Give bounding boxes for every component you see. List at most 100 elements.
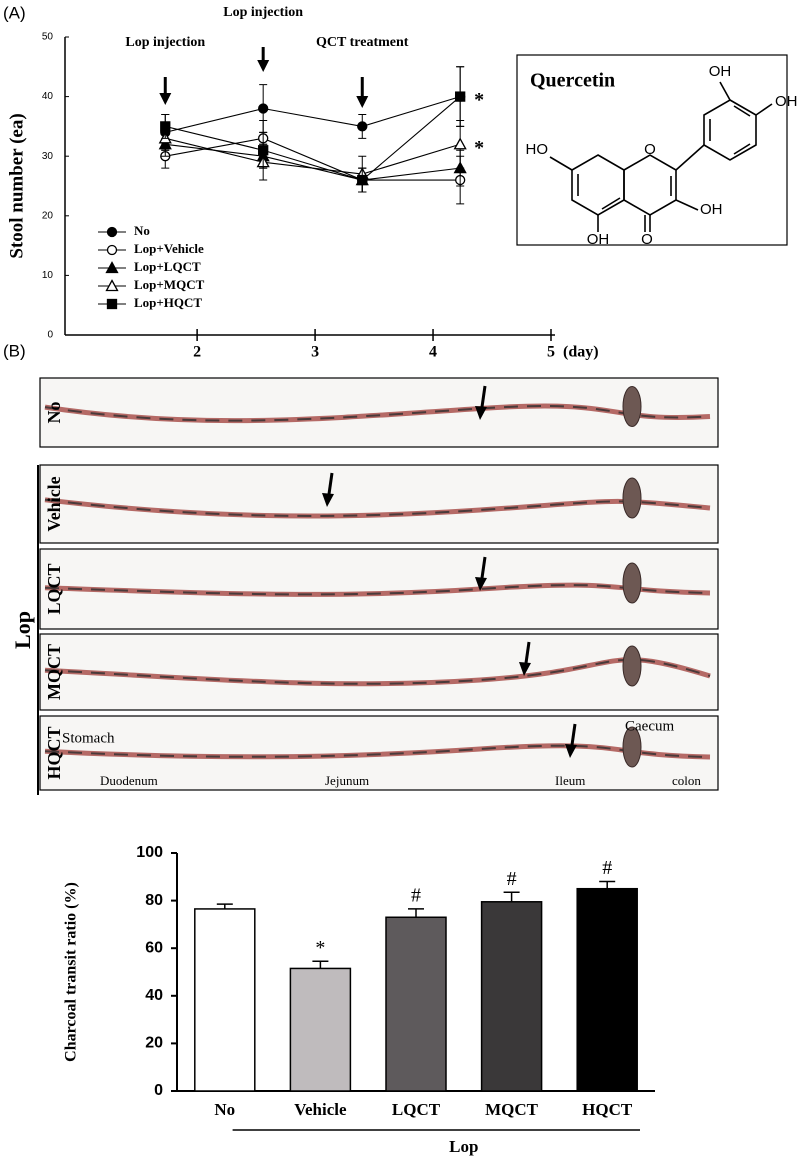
legend-label: Lop+HQCT xyxy=(134,295,202,310)
y-tick-label: 30 xyxy=(42,151,54,162)
y-tick-label: 10 xyxy=(42,270,54,281)
intestine-content xyxy=(44,744,711,758)
y-axis-label: Stool number (ea) xyxy=(6,113,27,258)
y-axis-label: Charcoal transit ratio (%) xyxy=(63,882,80,1062)
y-tick-label: 100 xyxy=(136,844,163,861)
intestine-content xyxy=(44,498,711,517)
legend-label: Lop+LQCT xyxy=(134,259,201,274)
atom-label: OH xyxy=(587,231,610,248)
intestine-content xyxy=(44,658,711,685)
error-bar xyxy=(503,891,520,902)
row-label: Vehicle xyxy=(44,476,64,531)
series-line xyxy=(165,137,461,175)
y-tick-label: 40 xyxy=(42,91,54,102)
bar xyxy=(194,908,256,1092)
atom-label: OH xyxy=(775,93,798,110)
legend-marker xyxy=(105,279,119,292)
group-label: Lop xyxy=(449,1137,478,1156)
annotation-box: Lop injection xyxy=(125,35,206,50)
error-bar xyxy=(599,880,616,889)
legend-label: Lop+MQCT xyxy=(134,277,205,292)
landmark-label: Ileum xyxy=(555,773,585,788)
row-label: No xyxy=(44,402,64,424)
intestine-content xyxy=(44,405,711,422)
significance: * xyxy=(474,89,484,111)
bar xyxy=(385,916,447,1092)
x-tick-label: 4 xyxy=(429,344,437,361)
landmark-label: Jejunum xyxy=(325,773,369,788)
series-line xyxy=(165,137,461,181)
annotation: Lop injection xyxy=(125,35,206,50)
panel-label: (A) xyxy=(3,3,26,22)
significance: # xyxy=(507,868,517,890)
significance: * xyxy=(315,937,325,959)
image-frame xyxy=(39,464,719,544)
marker xyxy=(453,137,467,150)
legend-label: Lop+Vehicle xyxy=(134,241,204,256)
arrowhead xyxy=(475,406,487,420)
legend-marker xyxy=(106,244,118,256)
x-tick-label: MQCT xyxy=(485,1100,539,1119)
y-tick-label: 20 xyxy=(42,210,54,221)
marker xyxy=(258,145,269,156)
annotation: Lop injection xyxy=(223,5,304,20)
y-tick-label: 20 xyxy=(145,1035,163,1052)
atom-label: OH xyxy=(709,63,732,80)
bar xyxy=(289,967,352,1092)
x-tick-label: HQCT xyxy=(582,1100,633,1119)
y-tick-label: 50 xyxy=(42,32,54,43)
row-label: LQCT xyxy=(44,563,64,614)
y-tick-label: 0 xyxy=(47,330,53,341)
landmark-label: colon xyxy=(672,773,701,788)
arrowhead xyxy=(519,662,531,676)
x-unit: (day) xyxy=(563,344,599,361)
y-tick-label: 0 xyxy=(154,1082,163,1099)
annotation-arrowhead xyxy=(159,93,172,105)
significance: * xyxy=(474,137,484,159)
significance: # xyxy=(411,885,421,907)
legend-marker xyxy=(106,298,118,310)
arrowhead xyxy=(565,744,577,758)
arrowhead xyxy=(475,577,487,591)
row-label: HQCT xyxy=(44,726,64,779)
y-tick-label: 60 xyxy=(145,939,163,956)
marker xyxy=(258,103,269,114)
error-bar xyxy=(312,960,329,969)
structure-title: Quercetin xyxy=(530,70,615,92)
x-tick-label: 2 xyxy=(193,344,201,361)
marker xyxy=(160,121,171,132)
image-frame xyxy=(39,633,719,711)
significance: # xyxy=(602,857,612,879)
landmark-label: Stomach xyxy=(62,730,115,746)
panel-label: (B) xyxy=(3,341,26,360)
landmark-label: Duodenum xyxy=(100,773,158,788)
atom-label: O xyxy=(641,231,653,248)
annotation-arrowhead xyxy=(257,60,270,72)
caecum xyxy=(622,477,642,519)
x-tick-label: 5 xyxy=(547,344,555,361)
marker xyxy=(455,91,466,102)
x-tick-label: No xyxy=(214,1100,235,1119)
legend-marker xyxy=(105,261,119,274)
row-label: MQCT xyxy=(44,644,64,700)
group-label: Lop xyxy=(10,611,35,649)
bar xyxy=(576,887,638,1092)
annotation-box: QCT treatment xyxy=(316,35,409,50)
atom-label: OH xyxy=(700,201,723,218)
bar xyxy=(480,901,543,1092)
caecum xyxy=(622,645,642,687)
x-tick-label: LQCT xyxy=(392,1100,441,1119)
landmark-label: Caecum xyxy=(625,718,674,734)
caecum xyxy=(622,562,642,604)
caecum xyxy=(622,386,642,427)
y-tick-label: 40 xyxy=(145,987,163,1004)
annotation: QCT treatment xyxy=(316,35,409,50)
annotation-arrowhead xyxy=(356,96,369,108)
x-tick-label: Vehicle xyxy=(294,1100,347,1119)
marker xyxy=(357,174,368,186)
marker xyxy=(357,121,368,132)
legend-label: No xyxy=(134,223,150,238)
series-line xyxy=(165,96,461,133)
y-tick-label: 80 xyxy=(145,892,163,909)
atom-label: HO xyxy=(526,141,549,158)
